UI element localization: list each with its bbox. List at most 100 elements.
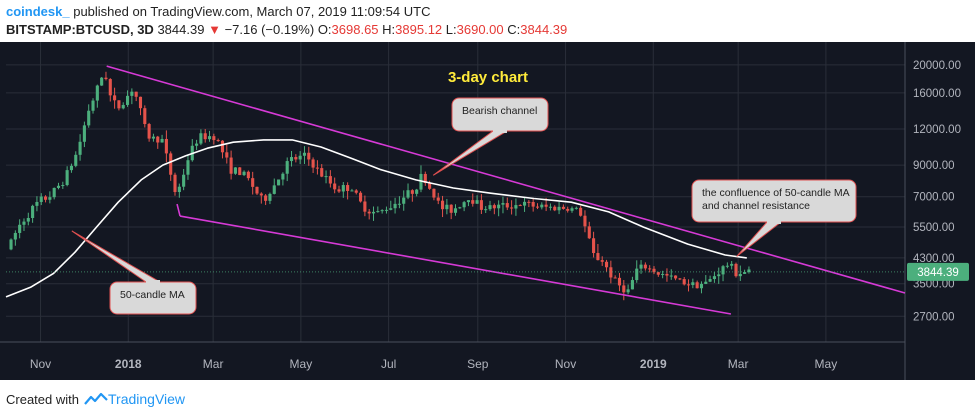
- candle-body: [35, 201, 39, 206]
- bearish-channel-callout-text-line: Bearish channel: [462, 105, 537, 117]
- candle-body: [738, 273, 742, 277]
- candle-body: [238, 167, 242, 176]
- candle-body: [134, 91, 138, 97]
- candle-body: [311, 159, 315, 168]
- candle-body: [583, 215, 587, 227]
- candle-body: [78, 141, 82, 155]
- candle-body: [186, 160, 190, 175]
- price-chart[interactable]: 20000.00 16000.00 12000.00 9000.00 7000.00 55…: [0, 42, 975, 380]
- candle-body: [151, 136, 155, 139]
- candle-body: [328, 176, 332, 184]
- author-name[interactable]: coindesk_: [6, 4, 70, 19]
- candle-body: [630, 280, 634, 290]
- candle-body: [359, 192, 363, 202]
- candle-body: [475, 200, 479, 204]
- candle-body: [31, 205, 35, 219]
- chart-title: 3-day chart: [448, 69, 528, 86]
- candle-body: [600, 260, 604, 262]
- y-tick-label: 3500.00: [913, 279, 955, 291]
- candle-body: [242, 171, 246, 176]
- candle-body: [13, 232, 17, 240]
- candle-body: [730, 263, 734, 266]
- ohlc-close: C:3844.39: [507, 22, 567, 37]
- candle-body: [553, 206, 557, 211]
- candle-body: [587, 226, 591, 239]
- confluence-callout-text-line: the confluence of 50-candle MA: [702, 187, 850, 199]
- x-tick-label: Nov: [555, 357, 576, 371]
- candle-body: [367, 211, 371, 214]
- candle-body: [661, 273, 665, 275]
- candle-body: [337, 189, 341, 192]
- candle-body: [397, 203, 401, 205]
- candle-body: [39, 196, 43, 202]
- candle-body: [259, 193, 263, 196]
- ohlc-open: O:3698.65: [318, 22, 379, 37]
- candle-body: [501, 203, 505, 205]
- candle-body: [402, 197, 406, 204]
- publish-line: coindesk_ published on TradingView.com, …: [6, 4, 430, 19]
- ohlc-close-value: 3844.39: [520, 22, 568, 37]
- candle-body: [648, 268, 652, 270]
- candle-body: [138, 96, 143, 109]
- ma-50-line: [5, 139, 747, 298]
- candle-body: [82, 125, 86, 142]
- candle-body: [307, 152, 311, 160]
- x-tick-label: Sep: [467, 357, 489, 371]
- candle-body: [216, 140, 220, 142]
- candle-body: [9, 239, 13, 250]
- ohlc-low-label: L:: [445, 22, 457, 37]
- candle-body: [453, 208, 458, 213]
- candle-body: [233, 167, 237, 174]
- ohlc-high: H:3895.12: [382, 22, 442, 37]
- x-tick-label: May: [290, 357, 313, 371]
- candle-body: [695, 282, 699, 289]
- candle-body: [389, 208, 393, 210]
- ohlc-open-label: O:: [317, 22, 332, 37]
- candle-body: [639, 264, 643, 269]
- confluence-callout-text: the confluence of 50-candle MA and channe…: [702, 187, 850, 212]
- candle-body: [441, 200, 445, 210]
- candle-body: [428, 183, 432, 189]
- ma-callout-text: 50-candle MA: [120, 289, 185, 301]
- candle-body: [160, 138, 164, 143]
- candle-body: [26, 218, 30, 222]
- candle-body: [492, 205, 496, 209]
- candle-body: [195, 143, 199, 146]
- ohlc-low: L:3690.00: [446, 22, 504, 37]
- candle-body: [462, 202, 466, 208]
- candle-body: [91, 100, 95, 111]
- candle-body: [350, 190, 354, 192]
- candle-body: [686, 284, 691, 286]
- candle-body: [289, 157, 294, 162]
- candle-body: [143, 108, 147, 125]
- channel-lower-start: [176, 203, 181, 217]
- candle-body: [652, 268, 656, 273]
- candle-body: [691, 282, 695, 286]
- tradingview-brand[interactable]: TradingView: [108, 391, 186, 407]
- candle-body: [169, 153, 173, 175]
- candle-body: [302, 152, 307, 156]
- candle-body: [669, 275, 673, 277]
- candle-body: [743, 272, 747, 274]
- created-with-text: Created with: [6, 392, 79, 407]
- candle-body: [406, 190, 410, 198]
- candle-body: [272, 185, 276, 194]
- candle-body: [173, 174, 177, 193]
- candle-body: [52, 187, 56, 198]
- candle-body: [540, 204, 544, 208]
- ma-callout-text-line: 50-candle MA: [120, 289, 185, 301]
- candle-body: [656, 272, 660, 275]
- candle-body: [341, 185, 345, 192]
- candle-body: [531, 201, 535, 207]
- candle-body: [384, 209, 389, 211]
- candle-body: [393, 203, 397, 209]
- candle-body: [626, 289, 630, 293]
- candle-body: [324, 176, 328, 178]
- candle-body: [734, 263, 738, 277]
- last-price-badge-text: 3844.39: [917, 267, 959, 279]
- x-tick-label: 2018: [115, 357, 142, 371]
- candle-body: [294, 157, 298, 160]
- candle-body: [708, 279, 712, 282]
- candle-body: [117, 100, 121, 109]
- tradingview-logo-icon: [84, 392, 108, 405]
